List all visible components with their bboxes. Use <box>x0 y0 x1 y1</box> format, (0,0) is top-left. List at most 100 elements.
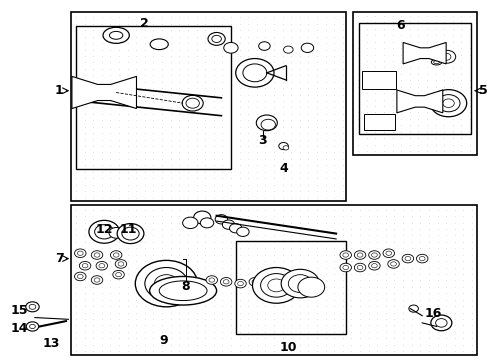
Point <box>390 323 398 328</box>
Point <box>226 316 234 322</box>
Point <box>132 265 140 270</box>
Point <box>244 21 251 27</box>
Point <box>362 97 370 103</box>
Point <box>424 316 432 322</box>
Point <box>244 252 251 257</box>
Point <box>183 60 191 66</box>
Point <box>422 122 430 128</box>
Point <box>149 213 157 219</box>
Point <box>89 137 97 143</box>
Point <box>106 195 114 201</box>
Point <box>304 66 312 72</box>
Point <box>244 265 251 270</box>
Point <box>175 252 183 257</box>
Point <box>338 265 346 270</box>
Point <box>431 26 439 32</box>
Point <box>278 27 286 33</box>
Point <box>166 323 174 328</box>
Point <box>235 348 243 354</box>
Point <box>295 40 303 46</box>
Point <box>355 303 363 309</box>
Point <box>261 72 269 78</box>
Point <box>465 19 473 25</box>
Point <box>396 19 404 25</box>
Ellipse shape <box>215 215 227 224</box>
Point <box>407 348 415 354</box>
Point <box>362 26 370 32</box>
Point <box>201 72 208 78</box>
Point <box>149 85 157 91</box>
Point <box>98 233 105 238</box>
Point <box>424 323 432 328</box>
Point <box>209 348 217 354</box>
Point <box>235 303 243 309</box>
Point <box>209 220 217 225</box>
Point <box>390 239 398 245</box>
Point <box>448 13 456 19</box>
Point <box>81 239 88 245</box>
Point <box>312 79 320 85</box>
Point <box>175 169 183 175</box>
Point <box>362 90 370 96</box>
Point <box>278 117 286 123</box>
Point <box>407 336 415 341</box>
Point <box>98 137 105 143</box>
Point <box>209 66 217 72</box>
Point <box>72 226 80 232</box>
Point <box>379 103 387 109</box>
Point <box>416 226 424 232</box>
Point <box>98 72 105 78</box>
Point <box>379 71 387 77</box>
Point <box>459 303 467 309</box>
Point <box>448 71 456 77</box>
Point <box>192 130 200 136</box>
Point <box>209 105 217 111</box>
Point <box>312 233 320 238</box>
Point <box>388 26 396 32</box>
Point <box>398 297 406 302</box>
Point <box>192 246 200 251</box>
Point <box>89 162 97 168</box>
Point <box>330 27 338 33</box>
Point <box>338 53 346 59</box>
Point <box>465 64 473 70</box>
Point <box>218 53 226 59</box>
Point <box>209 124 217 130</box>
Point <box>72 310 80 315</box>
Point <box>149 156 157 162</box>
Point <box>252 316 260 322</box>
Point <box>295 258 303 264</box>
Point <box>269 278 277 283</box>
Point <box>149 34 157 40</box>
Point <box>209 182 217 188</box>
Point <box>115 226 122 232</box>
Point <box>414 58 422 64</box>
Point <box>98 47 105 53</box>
Point <box>158 226 165 232</box>
Point <box>371 148 379 154</box>
Point <box>353 90 361 96</box>
Point <box>244 162 251 168</box>
Point <box>398 246 406 251</box>
Point <box>269 15 277 21</box>
Ellipse shape <box>256 115 277 131</box>
Point <box>467 323 475 328</box>
Point <box>414 13 422 19</box>
Point <box>235 239 243 245</box>
Text: 8: 8 <box>181 280 189 293</box>
Point <box>390 220 398 225</box>
Point <box>261 246 269 251</box>
Point <box>304 342 312 347</box>
Point <box>175 303 183 309</box>
Ellipse shape <box>371 253 377 257</box>
Point <box>448 129 456 135</box>
Point <box>312 40 320 46</box>
Point <box>371 26 379 32</box>
Point <box>149 169 157 175</box>
Point <box>441 239 449 245</box>
Point <box>398 252 406 257</box>
Point <box>321 226 329 232</box>
Point <box>388 77 396 83</box>
Point <box>312 226 320 232</box>
Point <box>166 278 174 283</box>
